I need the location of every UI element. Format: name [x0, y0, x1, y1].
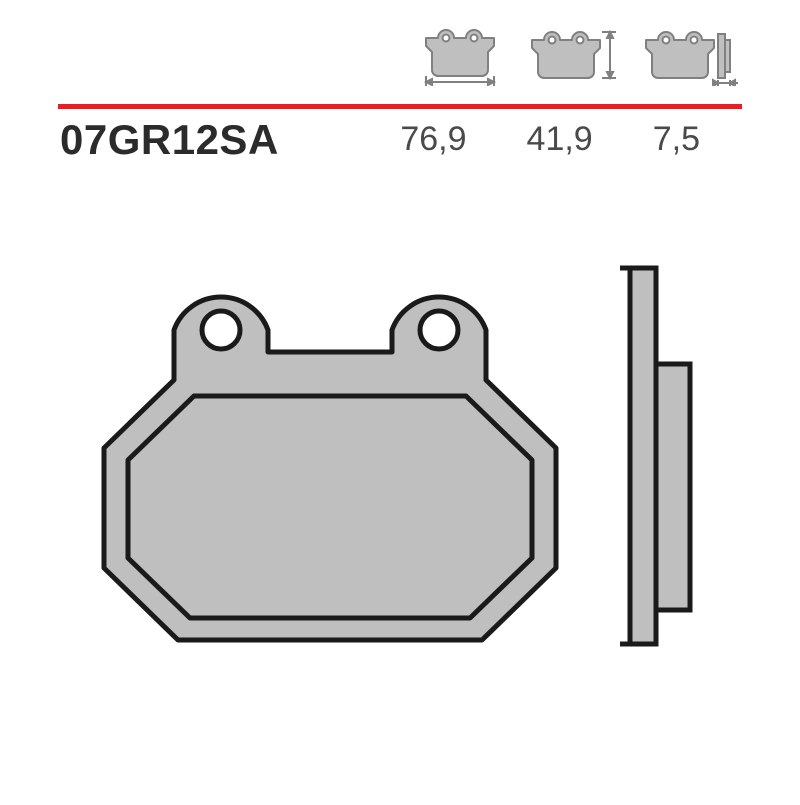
height-dim-icon: [526, 24, 618, 91]
width-dim-icon: [416, 24, 504, 91]
header-row: [60, 24, 740, 88]
dimension-icons-group: [416, 24, 740, 91]
front-view: [104, 297, 556, 640]
part-number: 07GR12SA: [60, 116, 279, 164]
dim-thickness: 7,5: [653, 120, 700, 159]
side-view: [620, 268, 690, 644]
dimensions-group: 76,9 41,9 7,5: [400, 120, 700, 159]
thickness-dim-icon: [640, 24, 740, 91]
spec-row: 07GR12SA 76,9 41,9 7,5: [60, 110, 740, 170]
technical-drawing: [0, 190, 800, 800]
divider-line: [58, 96, 742, 101]
dim-width: 76,9: [400, 120, 466, 159]
dim-height: 41,9: [527, 120, 593, 159]
page: 07GR12SA 76,9 41,9 7,5: [0, 0, 800, 800]
